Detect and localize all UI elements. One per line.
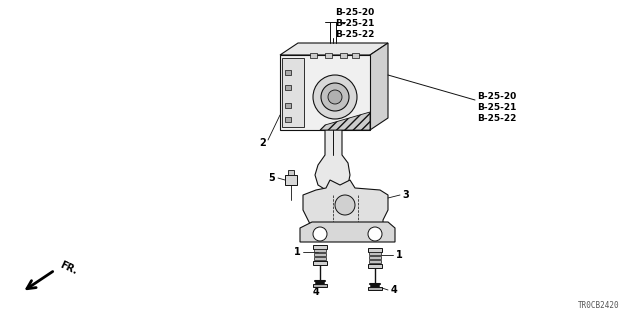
Bar — [352, 53, 359, 58]
Bar — [368, 248, 382, 252]
Bar — [285, 103, 291, 108]
Bar — [369, 260, 381, 263]
Bar — [285, 70, 291, 75]
Text: B-25-21: B-25-21 — [335, 19, 374, 28]
Text: B-25-21: B-25-21 — [477, 103, 516, 112]
Circle shape — [313, 227, 327, 241]
Circle shape — [335, 195, 355, 215]
Circle shape — [328, 90, 342, 104]
Bar — [280, 55, 370, 130]
Text: TR0CB2420: TR0CB2420 — [579, 301, 620, 310]
Text: B-25-22: B-25-22 — [335, 30, 374, 39]
Bar — [368, 287, 382, 290]
Polygon shape — [315, 130, 350, 200]
Text: 1: 1 — [396, 250, 403, 260]
Bar — [282, 58, 304, 127]
Bar — [314, 249, 326, 252]
Bar — [368, 264, 382, 268]
Bar — [369, 252, 381, 255]
Bar — [310, 53, 317, 58]
Polygon shape — [280, 43, 388, 55]
Bar — [313, 284, 327, 287]
Bar — [288, 170, 294, 175]
Text: B-25-22: B-25-22 — [477, 114, 516, 123]
Polygon shape — [320, 112, 370, 130]
Bar — [314, 257, 326, 260]
Text: FR.: FR. — [58, 260, 79, 276]
Text: B-25-20: B-25-20 — [335, 8, 374, 17]
Circle shape — [313, 75, 357, 119]
Circle shape — [368, 227, 382, 241]
Bar — [285, 117, 291, 122]
Text: 4: 4 — [390, 285, 397, 295]
Text: 1: 1 — [294, 247, 300, 257]
Polygon shape — [303, 180, 388, 237]
Polygon shape — [300, 222, 395, 242]
Bar — [313, 261, 327, 265]
Text: 5: 5 — [269, 173, 275, 183]
Text: 2: 2 — [260, 138, 266, 148]
Text: 4: 4 — [312, 287, 319, 297]
Text: B-25-20: B-25-20 — [477, 92, 516, 101]
Bar — [340, 53, 347, 58]
Bar — [369, 256, 381, 259]
Circle shape — [321, 83, 349, 111]
Bar — [285, 85, 291, 90]
Bar — [325, 53, 332, 58]
Bar — [285, 175, 297, 185]
Polygon shape — [370, 43, 388, 130]
Bar — [314, 253, 326, 256]
Bar — [313, 245, 327, 249]
Text: 3: 3 — [403, 190, 410, 200]
